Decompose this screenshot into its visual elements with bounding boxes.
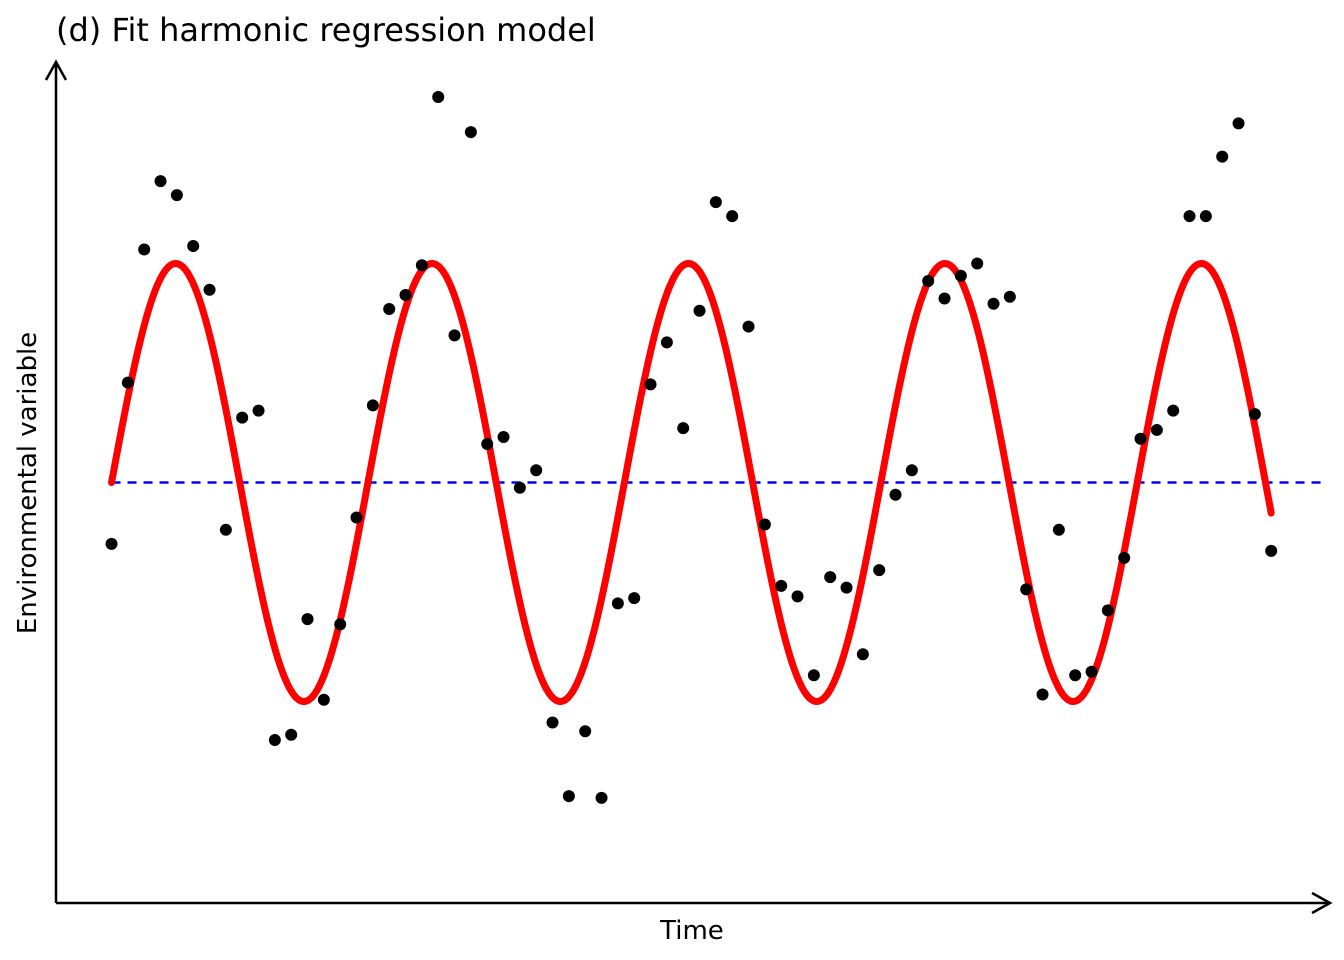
y-axis-arrowhead: [44, 59, 68, 81]
data-point: [350, 511, 363, 524]
data-point: [726, 210, 739, 223]
fitted-harmonic-curve: [108, 259, 1275, 706]
data-point: [1199, 210, 1212, 223]
data-point: [579, 725, 592, 738]
data-point: [138, 243, 151, 256]
data-point: [383, 303, 396, 316]
data-point: [154, 175, 167, 188]
data-point: [644, 378, 657, 391]
data-point: [971, 257, 984, 270]
data-point: [448, 329, 461, 342]
data-point: [236, 411, 249, 424]
data-point: [481, 437, 494, 450]
data-point: [1036, 688, 1049, 701]
data-point: [203, 283, 216, 296]
data-point: [775, 579, 788, 592]
data-point: [693, 304, 706, 317]
data-point: [807, 669, 820, 682]
data-point: [334, 618, 347, 631]
data-point: [366, 399, 379, 412]
data-point: [121, 376, 134, 389]
data-point: [954, 269, 967, 282]
plot-area: [105, 91, 1322, 804]
data-point: [464, 126, 477, 139]
data-point: [889, 488, 902, 501]
data-point: [268, 734, 281, 747]
data-point: [1101, 604, 1114, 617]
data-point: [219, 523, 232, 536]
data-point: [742, 320, 755, 333]
data-point: [399, 289, 412, 302]
data-point: [301, 613, 314, 626]
data-point: [317, 693, 330, 706]
data-point: [938, 292, 951, 305]
data-point: [987, 297, 1000, 310]
y-axis-label: Environmental variable: [13, 332, 43, 634]
data-point: [1265, 544, 1278, 557]
data-point: [791, 590, 804, 603]
x-axis-arrowhead: [1311, 891, 1333, 915]
data-point: [1232, 117, 1245, 130]
data-point: [187, 239, 200, 252]
data-point: [170, 189, 183, 202]
data-point: [1069, 669, 1082, 682]
chart-title: (d) Fit harmonic regression model: [56, 11, 596, 49]
data-point: [922, 275, 935, 288]
data-point: [905, 464, 918, 477]
data-point: [513, 481, 526, 494]
data-point: [1003, 290, 1016, 303]
data-point: [840, 581, 853, 594]
data-point: [1150, 423, 1163, 436]
data-point: [1052, 523, 1065, 536]
data-point: [1248, 408, 1261, 421]
data-point: [105, 537, 118, 550]
data-point: [530, 464, 543, 477]
data-point: [1020, 583, 1033, 596]
data-point: [1167, 404, 1180, 417]
data-point: [677, 422, 690, 435]
data-point: [1118, 551, 1131, 564]
data-point: [546, 716, 559, 729]
data-point: [497, 430, 510, 443]
data-point: [1085, 665, 1098, 678]
axes: [44, 59, 1333, 915]
data-point: [1134, 432, 1147, 445]
data-point: [628, 592, 641, 605]
data-point: [824, 571, 837, 584]
data-point: [873, 564, 886, 577]
x-axis-label: Time: [659, 916, 724, 946]
data-point: [432, 91, 445, 104]
data-point: [660, 336, 673, 349]
data-point: [758, 518, 771, 531]
data-point: [611, 597, 624, 610]
data-point: [562, 790, 575, 803]
data-point: [595, 791, 608, 804]
data-point: [856, 648, 869, 661]
data-point: [252, 404, 265, 417]
data-point: [1183, 210, 1196, 223]
data-point: [709, 196, 722, 209]
data-point: [415, 259, 428, 272]
data-point: [1216, 150, 1229, 163]
data-point: [285, 728, 298, 741]
